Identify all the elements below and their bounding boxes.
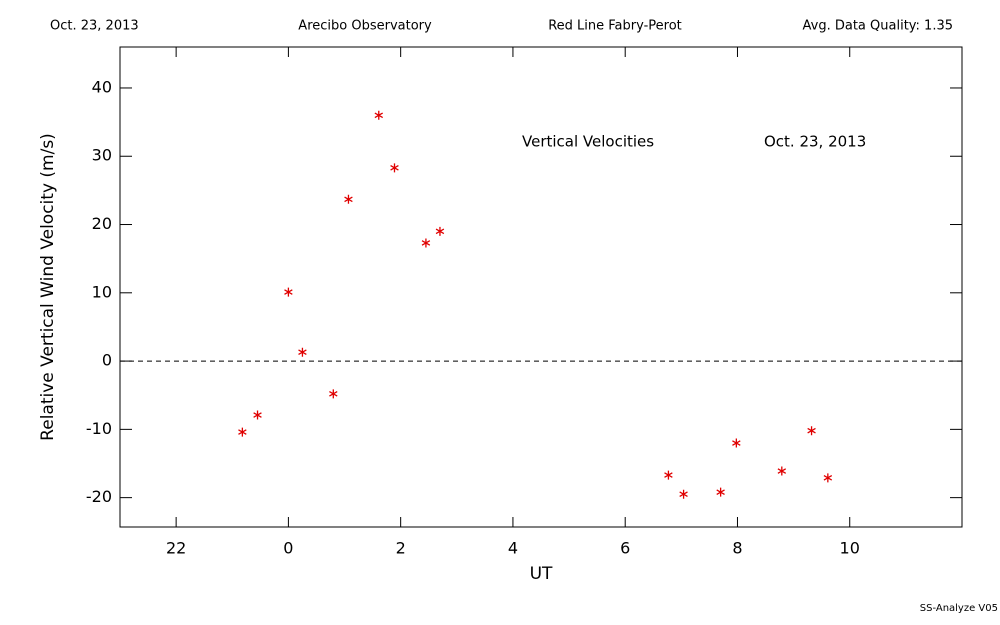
data-point — [298, 347, 307, 357]
data-point — [238, 427, 247, 437]
data-point — [716, 487, 725, 497]
header-date: Oct. 23, 2013 — [50, 19, 139, 34]
data-point — [807, 426, 816, 436]
header-site: Arecibo Observatory — [298, 19, 432, 34]
header-instrument: Red Line Fabry-Perot — [548, 19, 682, 34]
annotation: Vertical Velocities — [522, 133, 654, 151]
header-quality: Avg. Data Quality: 1.35 — [803, 19, 953, 34]
plot-frame — [119, 46, 963, 528]
x-tick-label: 4 — [508, 539, 518, 558]
data-point — [253, 410, 262, 420]
data-point — [679, 489, 688, 499]
data-point — [732, 438, 741, 448]
y-tick-label: 40 — [92, 77, 112, 96]
y-tick-label: 20 — [92, 214, 112, 233]
y-tick-label: -20 — [86, 487, 112, 506]
data-point — [390, 163, 399, 173]
data-point — [435, 226, 445, 236]
data-point — [664, 470, 673, 480]
y-tick-label: -10 — [86, 419, 112, 438]
x-tick-label: 10 — [840, 539, 860, 558]
data-point — [421, 238, 431, 248]
footer: SS-Analyze V05 — [920, 603, 998, 614]
y-tick-label: 0 — [102, 351, 112, 370]
data-point — [344, 194, 353, 204]
x-tick-label: 6 — [620, 539, 630, 558]
x-tick-label: 0 — [283, 539, 293, 558]
annotation: Oct. 23, 2013 — [764, 133, 866, 151]
y-tick-label: 30 — [92, 146, 112, 165]
data-point — [329, 389, 338, 399]
data-point — [823, 473, 833, 483]
x-tick-label: 2 — [396, 539, 406, 558]
data-point — [284, 287, 293, 297]
y-tick-label: 10 — [92, 282, 112, 301]
x-tick-label: 8 — [732, 539, 742, 558]
x-tick-label: 22 — [166, 539, 186, 558]
y-axis-label: Relative Vertical Wind Velocity (m/s) — [38, 133, 58, 441]
x-axis-label: UT — [530, 564, 553, 584]
data-point — [777, 466, 787, 476]
data-point — [374, 110, 384, 120]
